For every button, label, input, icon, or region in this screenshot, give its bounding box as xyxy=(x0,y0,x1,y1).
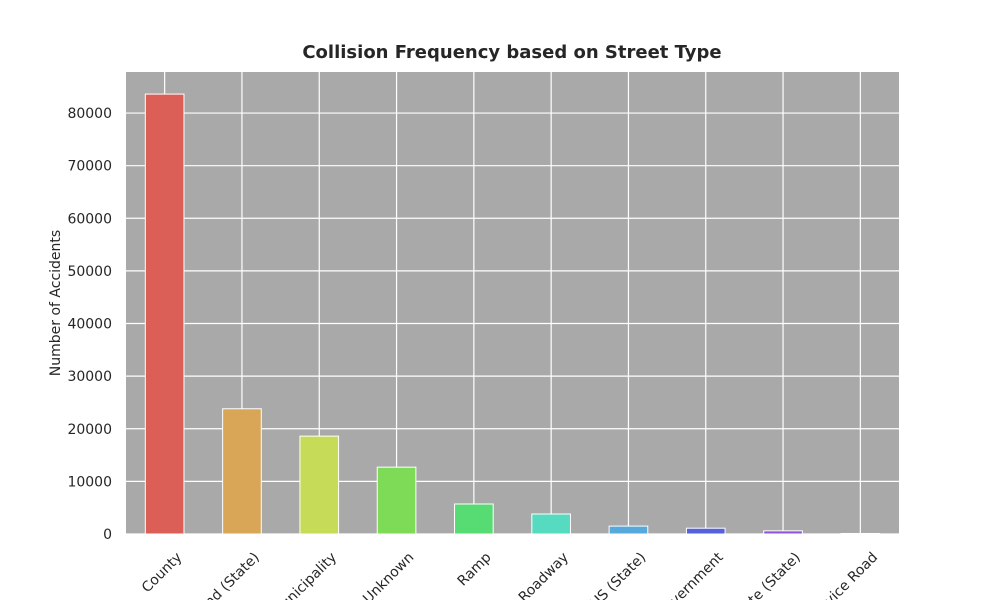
bar xyxy=(840,532,881,535)
x-tick-label: Service Road xyxy=(805,550,881,600)
chart-title: Collision Frequency based on Street Type xyxy=(302,42,721,63)
y-axis-label: Number of Accidents xyxy=(48,230,64,376)
bar xyxy=(685,527,726,535)
bar xyxy=(608,525,649,535)
y-tick-label: 40000 xyxy=(67,317,112,333)
bar xyxy=(376,466,417,535)
x-tick-label: Municipality xyxy=(269,550,340,600)
y-tick-label: 70000 xyxy=(67,159,112,175)
y-tick-label: 60000 xyxy=(67,211,112,227)
x-tick-label: Government xyxy=(654,549,727,600)
y-tick-label: 10000 xyxy=(67,474,112,490)
bar xyxy=(531,513,571,535)
bar xyxy=(763,530,803,535)
x-tick-label: Ramp xyxy=(455,549,495,589)
bar xyxy=(299,435,340,535)
bar xyxy=(144,93,185,535)
y-tick-label: 30000 xyxy=(67,369,112,385)
y-tick-label: 0 xyxy=(103,527,112,543)
x-tick-label: US (State) xyxy=(587,550,649,600)
bar xyxy=(454,503,494,535)
y-tick-label: 20000 xyxy=(67,422,112,438)
y-tick-label: 80000 xyxy=(67,106,112,122)
y-tick-label: 50000 xyxy=(67,264,112,280)
bar xyxy=(222,408,262,535)
x-tick-label: Maryland (State) xyxy=(168,550,262,600)
bars xyxy=(144,93,881,535)
x-tick-label: Unknown xyxy=(360,550,417,600)
x-tick-label: County xyxy=(139,550,186,597)
